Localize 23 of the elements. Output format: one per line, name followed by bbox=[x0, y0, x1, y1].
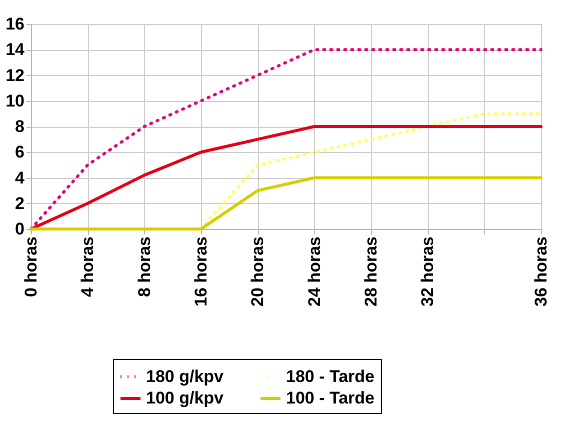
legend-label: 100 g/kpv bbox=[146, 388, 224, 408]
y-tick-label: 14 bbox=[6, 40, 26, 60]
legend-label: 100 - Tarde bbox=[286, 388, 375, 408]
y-tick-label: 6 bbox=[15, 142, 24, 162]
x-tick-label: 24 horas bbox=[304, 236, 324, 306]
legend-label: 180 g/kpv bbox=[146, 366, 224, 386]
legend-label: 180 - Tarde bbox=[286, 366, 375, 386]
y-tick-label: 8 bbox=[15, 117, 24, 136]
y-tick-label: 0 bbox=[15, 220, 24, 238]
line-series bbox=[200, 112, 542, 230]
x-tick-label: 8 horas bbox=[134, 236, 154, 297]
y-tick-label: 12 bbox=[6, 66, 24, 85]
x-tick-label: 16 horas bbox=[192, 236, 210, 306]
y-tick-label: 10 bbox=[6, 91, 24, 110]
y-tick-label: 4 bbox=[15, 168, 26, 188]
x-tick-label: 0 horas bbox=[22, 236, 40, 297]
x-tick-label: 28 horas bbox=[362, 236, 380, 306]
x-tick-label: 20 horas bbox=[248, 236, 268, 306]
y-tick-label: 16 bbox=[6, 14, 24, 34]
y-tick-label: 2 bbox=[15, 194, 24, 213]
x-tick-label: 4 horas bbox=[78, 236, 98, 297]
x-tick-label: 32 horas bbox=[418, 236, 438, 306]
x-tick-label: 36 horas bbox=[532, 236, 550, 306]
